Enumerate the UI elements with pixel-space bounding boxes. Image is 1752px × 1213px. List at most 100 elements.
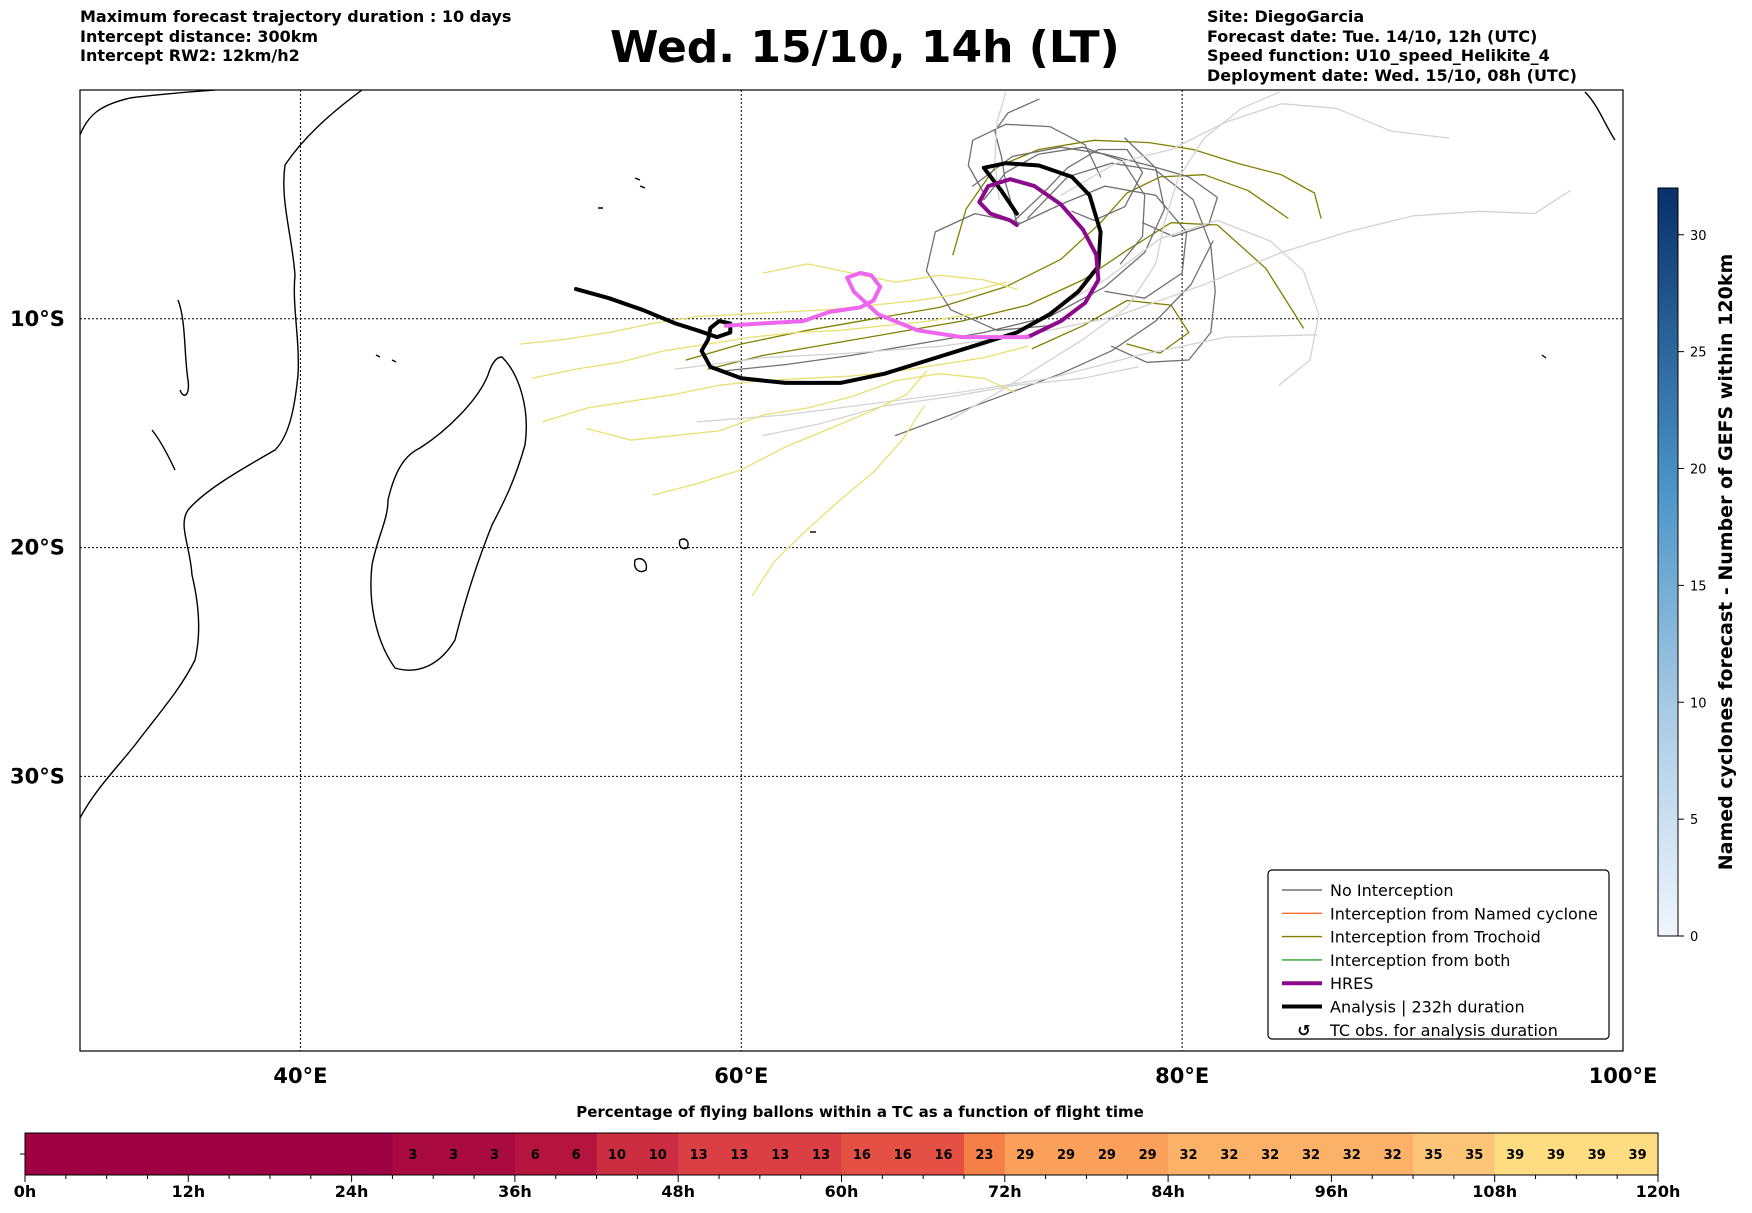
timebar-cell-label: 39 <box>1588 1148 1606 1163</box>
timebar-cell <box>841 1133 883 1175</box>
legend-label-2: Interception from Trochoid <box>1330 928 1541 947</box>
map-axis-labels: 40°E 60°E 80°E 100°E 10°S 20°S 30°S <box>10 307 1657 1088</box>
timebar-cell <box>1290 1133 1333 1175</box>
track-hres-29 <box>977 177 1101 340</box>
legend-label-0: No Interception <box>1330 881 1454 900</box>
timebar-tick-label: 120h <box>1636 1182 1681 1201</box>
timebar-cell-label: 39 <box>1629 1148 1647 1163</box>
lat-tick-label: 30°S <box>10 764 65 788</box>
timebar-cell <box>25 1133 67 1175</box>
coast-seychelles <box>598 177 646 209</box>
timebar-tick-label: 36h <box>498 1182 532 1201</box>
info-line-deployment-date: Deployment date: Wed. 15/10, 08h (UTC) <box>1207 65 1577 85</box>
timebar-cell <box>882 1133 924 1175</box>
coast-madagascar <box>370 356 527 671</box>
timebar-tick-label: 12h <box>171 1182 205 1201</box>
timebar-cell-label: 29 <box>1139 1148 1157 1163</box>
track-no-interception-10 <box>1016 185 1188 299</box>
track-interception-from-trochoid-0 <box>685 174 1289 361</box>
colorbar-gradient <box>1657 187 1679 937</box>
timebar-cell <box>1249 1133 1292 1175</box>
trajectory-tracks <box>520 91 1571 597</box>
timebar-cell <box>1045 1133 1088 1175</box>
timebar-tick-label: 60h <box>825 1182 859 1201</box>
coast-mauritius <box>633 558 648 573</box>
timebar-cell <box>1331 1133 1373 1175</box>
colorbar-tick-label: 5 <box>1690 813 1698 828</box>
track-no-interception-8 <box>925 212 1051 331</box>
coast-lakshadweep <box>1584 91 1616 141</box>
timebar-cell-label: 32 <box>1179 1148 1197 1163</box>
colorbar-tick-label: 15 <box>1690 579 1707 594</box>
timebar-cell-label: 32 <box>1343 1148 1361 1163</box>
coast-arabia <box>80 90 216 136</box>
timebar-cell-label: 13 <box>771 1148 789 1163</box>
coast-africa <box>80 90 363 819</box>
track-gefs-member-23 <box>542 345 1029 423</box>
track-gefs-member-27 <box>762 263 1018 290</box>
legend-label-6: TC obs. for analysis duration <box>1329 1021 1558 1040</box>
colorbar-tick-label: 10 <box>1690 696 1707 711</box>
timebar-cell <box>1004 1133 1047 1175</box>
timebar-cell-label: 10 <box>608 1148 626 1163</box>
timebar-tick-label: 48h <box>661 1182 695 1201</box>
timebar-cell <box>1494 1133 1537 1175</box>
lon-tick-label: 80°E <box>1155 1064 1209 1088</box>
timebar-cell-label: 3 <box>490 1148 499 1163</box>
main-title: Wed. 15/10, 14h (LT) <box>610 22 1120 73</box>
track-interception-from-trochoid-1 <box>707 222 1305 370</box>
track-no-interception-9 <box>1013 148 1144 222</box>
colorbar-tick-label: 30 <box>1690 229 1707 244</box>
timebar-cell <box>147 1133 189 1175</box>
timebar-cell-label: 39 <box>1506 1148 1524 1163</box>
timebar-cell-label: 13 <box>730 1148 748 1163</box>
timebar-cell-label: 3 <box>408 1148 417 1163</box>
colorbar-tick-label: 0 <box>1690 930 1698 945</box>
timebar-cell <box>269 1133 312 1175</box>
timebar-cell <box>433 1133 475 1175</box>
timebar-cell <box>1576 1133 1618 1175</box>
map-frame <box>79 89 1624 1052</box>
timebar-cell <box>1208 1133 1251 1175</box>
timebar-cell <box>1127 1133 1169 1175</box>
info-line-intercept-distance: Intercept distance: 300km <box>80 26 319 46</box>
map-gridlines <box>80 90 1623 1051</box>
coast-lake-tanganyika <box>177 299 190 396</box>
timebar-cell <box>1535 1133 1577 1175</box>
track-no-interception-5 <box>972 146 1219 238</box>
timebar-tick-label: 72h <box>988 1182 1022 1201</box>
lon-tick-label: 100°E <box>1589 1064 1658 1088</box>
timebar-cell <box>1168 1133 1210 1175</box>
timebar-cell-label: 32 <box>1220 1148 1238 1163</box>
timebar-cell <box>678 1133 720 1175</box>
timebar-cell <box>229 1133 271 1175</box>
track-interception-from-trochoid-2 <box>952 139 1322 256</box>
track-gefs-member-16 <box>1060 103 1450 196</box>
legend: No Interception Interception from Named c… <box>1267 869 1610 1040</box>
coast-chagos <box>1541 354 1547 359</box>
colorbar-tick-label: 25 <box>1690 346 1707 361</box>
timebar-cell <box>596 1133 638 1175</box>
coast-lake-malawi <box>151 429 176 471</box>
timebar-cell-label: 29 <box>1057 1148 1075 1163</box>
timebar-cell-label: 32 <box>1261 1148 1279 1163</box>
info-line-duration: Maximum forecast trajectory duration : 1… <box>80 7 512 26</box>
coast-reunion <box>678 538 689 550</box>
timebar-cell <box>188 1133 230 1175</box>
legend-label-1: Interception from Named cyclone <box>1330 904 1598 923</box>
timebar-cell <box>392 1133 434 1175</box>
timebar-cell-label: 13 <box>690 1148 708 1163</box>
timebar-cell-label: 35 <box>1465 1148 1483 1163</box>
track-gefs-member-26 <box>586 373 1016 441</box>
timebar-tick-label: 0h <box>14 1182 37 1201</box>
colorbar-title: Named cyclones forecast - Number of GEFS… <box>1715 254 1737 871</box>
coast-comoros <box>375 354 397 363</box>
timebar-cell-label: 32 <box>1302 1148 1320 1163</box>
track-no-interception-12 <box>967 123 1102 194</box>
timebar-tick-label: 84h <box>1151 1182 1185 1201</box>
legend-box <box>1267 869 1610 1040</box>
track-gefs-member-18 <box>950 91 1280 421</box>
track-no-interception-13 <box>894 240 1214 437</box>
lat-tick-label: 10°S <box>10 307 65 331</box>
track-gefs-member-21 <box>520 281 1007 345</box>
